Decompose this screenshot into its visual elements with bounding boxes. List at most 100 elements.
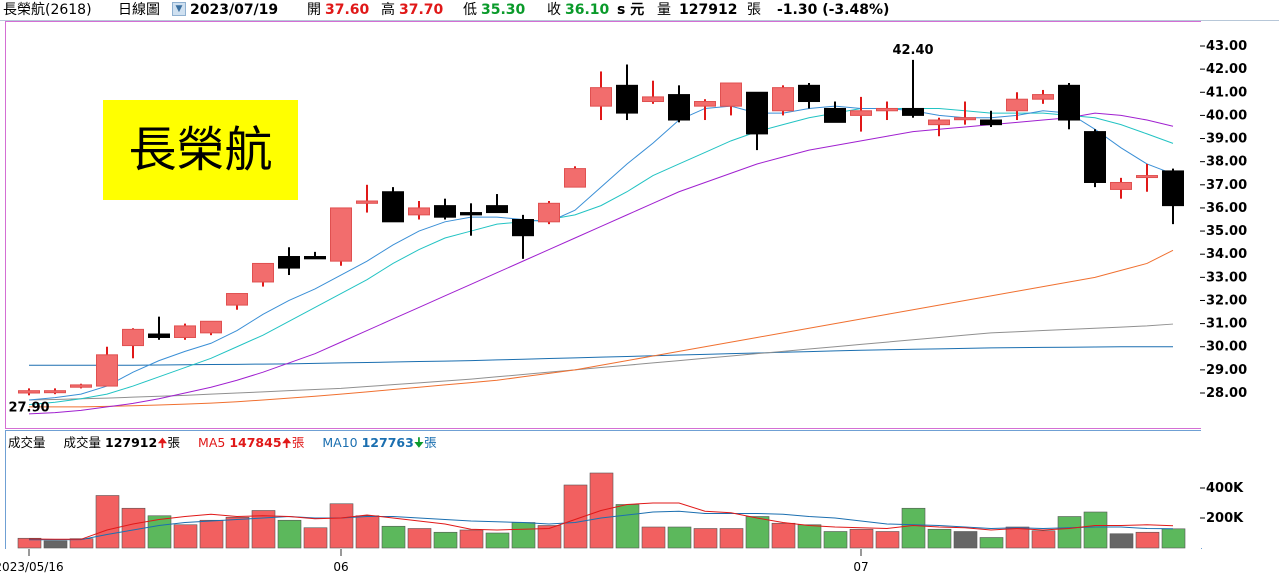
- y-axis-tick-label: 39.00: [1206, 132, 1247, 147]
- candle-body: [824, 107, 846, 123]
- volume-bar: [641, 526, 666, 549]
- candle-body: [928, 119, 950, 126]
- candle-body: [1058, 84, 1080, 121]
- candle-body: [356, 200, 378, 204]
- volume-bar: [459, 529, 484, 549]
- volume-bar: [953, 531, 978, 549]
- volume-bar: [1057, 516, 1082, 549]
- candle-body: [434, 205, 456, 218]
- close-label: 收: [547, 2, 561, 18]
- volume-bar: [407, 528, 432, 549]
- candle-body: [564, 168, 586, 188]
- candle-body: [460, 212, 482, 216]
- candle-body: [252, 262, 274, 283]
- sma240-line: [29, 346, 1173, 366]
- volume-ma10-line: [29, 510, 1174, 541]
- volume-ma5-line: [28, 502, 1174, 540]
- candle-body: [382, 191, 404, 223]
- candle-body: [96, 354, 118, 387]
- volume-axis-tick-label: 400K: [1206, 481, 1244, 496]
- volume-bar: [147, 515, 172, 549]
- y-axis-tick-label: 32.00: [1206, 293, 1247, 308]
- candle-body: [200, 320, 222, 334]
- x-axis-tick-label: 06: [333, 560, 348, 574]
- volume-bar: [745, 516, 770, 549]
- arrow-up-icon: 🠉: [157, 435, 168, 450]
- candle-body: [122, 328, 144, 347]
- arrow-up-icon: 🠉: [281, 435, 292, 450]
- volume-legend-ma10-value: 127763: [361, 435, 414, 450]
- price-annotation: 42.40: [892, 43, 933, 58]
- y-axis-tick-label: 35.00: [1206, 224, 1247, 239]
- arrow-down-icon: 🠋: [413, 435, 425, 450]
- right-axis: [1201, 21, 1279, 548]
- y-axis-tick-label: 33.00: [1206, 270, 1247, 285]
- y-axis-tick-label: 30.00: [1206, 340, 1247, 355]
- candle-body: [486, 205, 508, 214]
- candle-body: [980, 119, 1002, 126]
- candle-body: [668, 94, 690, 121]
- sma120-line: [28, 323, 1174, 401]
- volume-bar: [303, 527, 328, 549]
- stock-title: 長榮航(2618): [3, 2, 92, 18]
- close-value: 36.10: [565, 2, 610, 18]
- volume-bar: [667, 526, 692, 549]
- candle-body: [954, 117, 976, 121]
- volume-bar: [771, 522, 796, 549]
- volume-legend: 成交量 成交量 127912🠉張 MA5 147845🠉張 MA10 12776…: [8, 432, 437, 455]
- volume-bar: [433, 531, 458, 549]
- candle-body: [720, 82, 742, 107]
- volume-legend-ma10-label: MA10: [322, 435, 358, 450]
- chart-type-label[interactable]: 日線圖: [118, 2, 160, 18]
- date-axis: [0, 549, 1279, 577]
- y-axis-tick-label: 31.00: [1206, 317, 1247, 332]
- candle-body: [1032, 94, 1054, 100]
- candle-body: [850, 110, 872, 116]
- volume-bar: [277, 519, 302, 549]
- candle-body: [798, 84, 820, 103]
- candle-body: [590, 87, 612, 107]
- volume-bar: [537, 525, 562, 549]
- candle-body: [746, 91, 768, 135]
- volume-bar: [849, 528, 874, 549]
- volume-legend-ma5-unit: 張: [291, 435, 305, 450]
- candle-body: [512, 219, 534, 237]
- y-axis-tick-label: 29.00: [1206, 363, 1247, 378]
- sma10-line: [28, 107, 1174, 406]
- volume-legend-vol-value: 127912: [105, 435, 158, 450]
- candle-body: [538, 202, 560, 223]
- volume-bar: [615, 504, 640, 549]
- candle-body: [1110, 181, 1132, 190]
- y-axis-tick-label: 38.00: [1206, 155, 1247, 170]
- volume-bar: [225, 516, 250, 549]
- volume-legend-ma10-unit: 張: [424, 435, 437, 450]
- candle-body: [616, 84, 638, 114]
- low-value: 35.30: [481, 2, 526, 18]
- candle-body: [902, 107, 924, 116]
- volume-unit: 張: [747, 2, 761, 18]
- volume-bar: [43, 540, 68, 549]
- candle-body: [694, 101, 716, 107]
- quote-header: 長榮航(2618) 日線圖 ▼ 2023/07/19 開 37.60 高 37.…: [0, 0, 1279, 21]
- volume-bar: [485, 532, 510, 549]
- y-axis-tick-label: 34.00: [1206, 247, 1247, 262]
- volume-bar: [979, 537, 1004, 549]
- close-unit: s 元: [617, 2, 645, 18]
- volume-label: 量: [657, 2, 671, 18]
- dropdown-chevron-icon[interactable]: ▼: [172, 2, 186, 16]
- candle-body: [1162, 170, 1184, 207]
- sma60-line: [29, 249, 1174, 408]
- volume-bar: [693, 528, 718, 549]
- y-axis-tick-label: 41.00: [1206, 85, 1247, 100]
- volume-bar: [927, 528, 952, 549]
- change-value: -1.30 (-3.48%): [777, 2, 890, 18]
- candle-body: [44, 390, 66, 394]
- volume-legend-ma5-value: 147845: [229, 435, 282, 450]
- volume-bar: [17, 537, 42, 549]
- volume-bar: [719, 528, 744, 549]
- candle-body: [1084, 131, 1106, 183]
- volume-bar: [1161, 528, 1186, 549]
- sma5-line: [28, 105, 1174, 401]
- volume-bar: [95, 495, 120, 549]
